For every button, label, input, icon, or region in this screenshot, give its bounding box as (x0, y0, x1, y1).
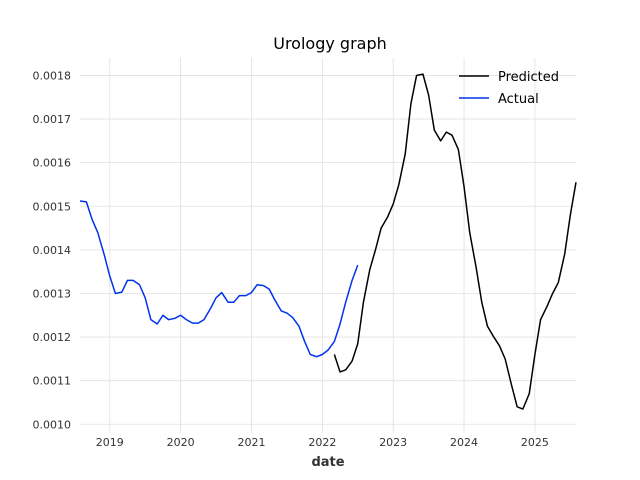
series-lines (79, 73, 577, 410)
legend: Predicted Actual (459, 70, 559, 107)
x-tick-label: 2025 (521, 436, 549, 449)
x-tick-label: 2024 (450, 436, 478, 449)
y-tick-label: 0.0015 (33, 200, 72, 213)
y-tick-label: 0.0016 (33, 157, 72, 170)
grid (80, 58, 576, 433)
x-tick-label: 2020 (167, 436, 195, 449)
y-tick-label: 0.0012 (33, 331, 72, 344)
x-tick-label: 2021 (237, 436, 265, 449)
y-tick-label: 0.0011 (33, 375, 72, 388)
y-tick-label: 0.0017 (33, 113, 72, 126)
x-tick-label: 2023 (379, 436, 407, 449)
legend-label-actual: Actual (498, 92, 539, 107)
x-axis-label: date (311, 455, 344, 470)
chart-title: Urology graph (273, 34, 387, 53)
y-tick-label: 0.0018 (33, 69, 72, 82)
series-line-predicted (333, 73, 577, 410)
series-line-actual (79, 200, 359, 358)
x-tick-label: 2022 (308, 436, 336, 449)
y-axis-ticks: 0.0010 0.0011 0.0012 0.0013 0.0014 0.0015 0.00… (33, 69, 72, 431)
y-tick-label: 0.0010 (33, 418, 72, 431)
legend-label-predicted: Predicted (498, 70, 559, 85)
y-tick-label: 0.0013 (33, 287, 72, 300)
x-axis-ticks: 2019 2020 2021 2022 2023 2024 2025 (96, 436, 549, 449)
x-tick-label: 2019 (96, 436, 124, 449)
y-tick-label: 0.0014 (33, 244, 72, 257)
